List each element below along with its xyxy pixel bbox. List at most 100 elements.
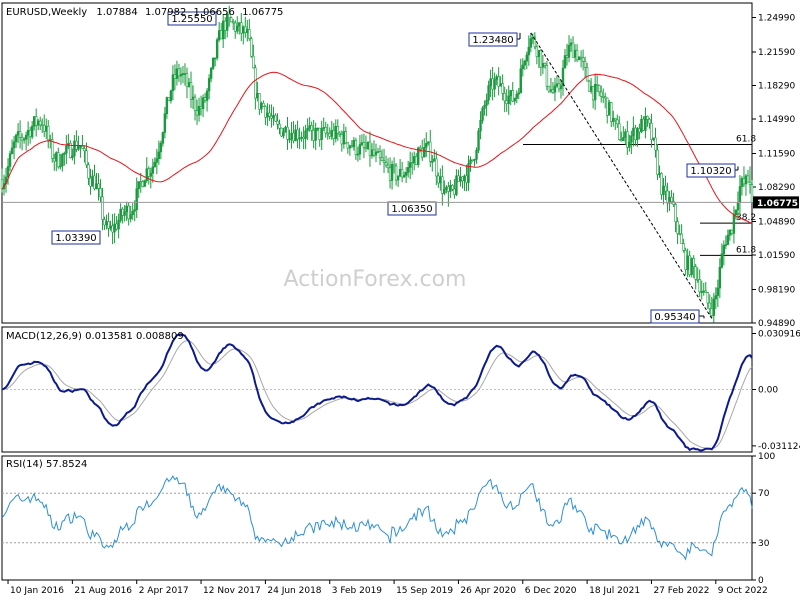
candle-body bbox=[312, 129, 315, 141]
price-tick-label: 0.98190 bbox=[758, 286, 795, 296]
candle-body bbox=[439, 176, 442, 184]
candle-body bbox=[87, 164, 90, 179]
candle-body bbox=[282, 131, 285, 137]
candle-body bbox=[477, 130, 480, 151]
candle-body bbox=[517, 92, 520, 95]
candle-body bbox=[712, 298, 715, 316]
candle-body bbox=[595, 84, 599, 86]
candle-body bbox=[314, 128, 317, 141]
candle-body bbox=[113, 223, 116, 233]
candle-body bbox=[585, 67, 589, 82]
candle-body bbox=[179, 73, 183, 77]
candle-body bbox=[322, 127, 325, 129]
candle-body bbox=[523, 60, 526, 66]
time-tick-label: 6 Dec 2020 bbox=[525, 586, 577, 596]
candle-body bbox=[676, 221, 679, 234]
candle-body bbox=[284, 126, 287, 133]
candle-body bbox=[451, 185, 454, 190]
candle-body bbox=[111, 225, 114, 233]
candle-body bbox=[441, 176, 444, 194]
candle-body bbox=[612, 117, 615, 122]
candle-body bbox=[304, 130, 307, 139]
candle-body bbox=[740, 178, 744, 187]
candle-body bbox=[125, 205, 128, 213]
candle-body bbox=[205, 90, 209, 101]
candle-body bbox=[738, 186, 742, 203]
candle-body bbox=[115, 223, 118, 230]
candle-body bbox=[207, 78, 211, 92]
candle-body bbox=[151, 166, 155, 174]
candle-body bbox=[77, 146, 80, 150]
candle-body bbox=[459, 176, 462, 182]
candle-body bbox=[310, 125, 313, 131]
candle-body bbox=[358, 144, 362, 155]
candle-body bbox=[505, 100, 508, 105]
candle-body bbox=[672, 201, 675, 205]
candle-body bbox=[620, 139, 623, 142]
candle-body bbox=[700, 291, 703, 293]
candle-body bbox=[356, 153, 360, 156]
candle-body bbox=[702, 290, 705, 293]
candle-body bbox=[380, 157, 384, 162]
candle-body bbox=[384, 162, 388, 166]
candle-body bbox=[599, 91, 603, 97]
candle-body bbox=[318, 127, 321, 140]
candle-body bbox=[129, 214, 132, 220]
candle-body bbox=[340, 134, 344, 145]
candle-body bbox=[406, 167, 410, 173]
price-tick-label: 1.01590 bbox=[758, 251, 795, 261]
candle-body bbox=[587, 80, 591, 92]
candle-body bbox=[89, 177, 92, 187]
rsi-tick-label: 0 bbox=[758, 576, 764, 586]
candle-body bbox=[137, 181, 140, 189]
candle-body bbox=[258, 93, 261, 110]
candle-body bbox=[155, 158, 159, 163]
candle-body bbox=[489, 78, 492, 86]
macd-tick-label: 0.00 bbox=[758, 386, 778, 396]
candle-body bbox=[272, 115, 275, 119]
candle-body bbox=[175, 68, 179, 79]
candle-body bbox=[722, 245, 726, 255]
candle-body bbox=[177, 68, 181, 77]
moving-average-line bbox=[1, 71, 753, 225]
price-axis-ticks: 1.24990 1.21590 1.18290 1.14990 1.11590 1.082… bbox=[752, 14, 795, 329]
candle-body bbox=[732, 214, 736, 234]
candle-body bbox=[483, 105, 486, 109]
candle-body bbox=[469, 159, 472, 164]
candle-body bbox=[471, 159, 474, 162]
macd-axis-ticks: 0.030916 0.00 -0.031124 bbox=[752, 329, 800, 452]
candle-body bbox=[708, 302, 711, 309]
candle-body bbox=[320, 128, 323, 140]
candle-body bbox=[390, 164, 394, 181]
candle-body bbox=[61, 154, 64, 167]
candle-body bbox=[644, 116, 647, 131]
candle-body bbox=[346, 142, 350, 149]
candle-body bbox=[652, 137, 655, 140]
candle-body bbox=[563, 55, 567, 69]
candle-body bbox=[215, 39, 219, 59]
candle-body bbox=[85, 150, 88, 166]
rsi-line bbox=[1, 475, 753, 561]
candle-body bbox=[16, 131, 20, 136]
price-tick-label: 1.04890 bbox=[758, 218, 795, 228]
candle-body bbox=[573, 49, 577, 58]
candle-body bbox=[634, 127, 637, 141]
candle-body bbox=[604, 96, 607, 99]
candle-body bbox=[386, 164, 390, 169]
candle-body bbox=[8, 153, 12, 167]
candle-body bbox=[328, 133, 331, 137]
candle-body bbox=[748, 181, 752, 186]
candle-body bbox=[352, 139, 356, 148]
candle-body bbox=[10, 147, 14, 155]
candle-body bbox=[378, 151, 382, 159]
candle-body bbox=[718, 267, 722, 289]
time-tick-label: 10 Jan 2016 bbox=[10, 586, 64, 596]
candle-body bbox=[226, 13, 229, 31]
candle-body bbox=[246, 29, 249, 33]
candle-body bbox=[163, 113, 167, 133]
candle-body bbox=[326, 132, 329, 135]
candle-body bbox=[185, 73, 189, 87]
candle-body bbox=[165, 97, 169, 115]
annotation-box bbox=[650, 309, 700, 324]
candle-body bbox=[18, 131, 22, 138]
